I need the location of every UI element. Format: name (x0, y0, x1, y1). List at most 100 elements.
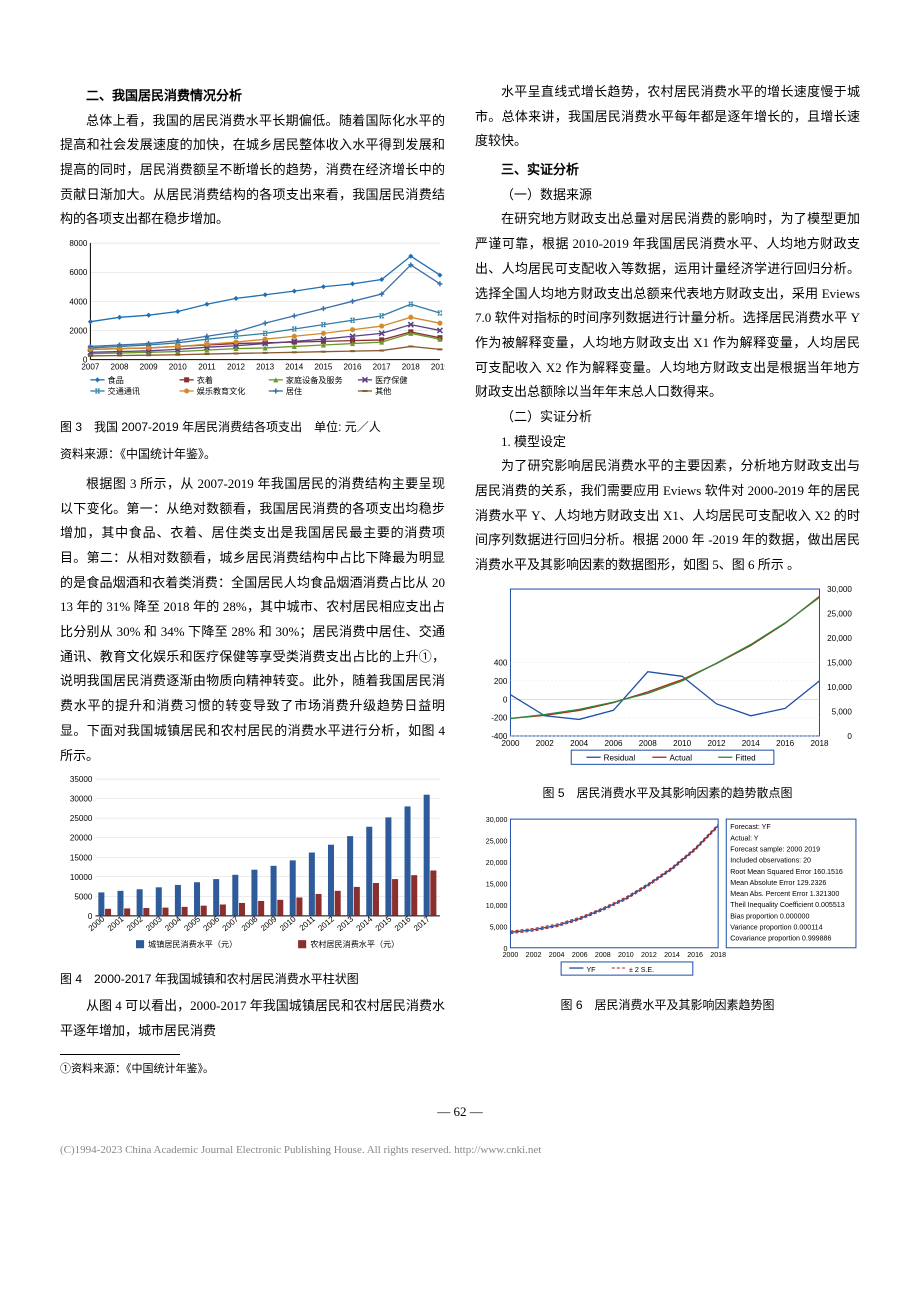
svg-text:Covariance proportion 0.999: Covariance proportion 0.999886 (730, 935, 831, 943)
svg-text:2010: 2010 (278, 914, 298, 933)
svg-text:2016: 2016 (687, 951, 703, 959)
svg-text:25,000: 25,000 (486, 838, 508, 846)
svg-text:医疗保健: 医疗保健 (375, 375, 407, 385)
svg-text:2002: 2002 (125, 914, 145, 933)
sub-3-3: 1. 模型设定 (475, 430, 860, 455)
svg-text:2005: 2005 (182, 914, 202, 933)
svg-text:2006: 2006 (604, 739, 623, 748)
svg-text:2018: 2018 (710, 951, 726, 959)
svg-text:2016: 2016 (776, 739, 795, 748)
sub-3-2: （二）实证分析 (475, 405, 860, 430)
svg-text:25000: 25000 (70, 814, 93, 823)
fig4-caption: 图 4 2000-2017 年我国城镇和农村居民消费水平柱状图 (60, 968, 445, 991)
svg-text:2001: 2001 (106, 914, 126, 933)
svg-text:2000: 2000 (501, 739, 520, 748)
svg-text:2008: 2008 (639, 739, 658, 748)
svg-text:2003: 2003 (144, 914, 164, 933)
svg-text:10,000: 10,000 (486, 902, 508, 910)
svg-text:2010: 2010 (673, 739, 692, 748)
svg-text:Theil Inequality Coefficient 0: Theil Inequality Coefficient 0.005513 (730, 901, 844, 909)
svg-text:2009: 2009 (259, 914, 279, 933)
svg-text:20000: 20000 (70, 834, 93, 843)
svg-text:30,000: 30,000 (486, 816, 508, 824)
svg-text:2012: 2012 (641, 951, 657, 959)
svg-text:15000: 15000 (70, 853, 93, 862)
svg-text:10000: 10000 (70, 873, 93, 882)
svg-text:5,000: 5,000 (490, 923, 508, 931)
svg-text:Actual: Y: Actual: Y (730, 834, 758, 842)
svg-text:Fitted: Fitted (735, 753, 755, 762)
figure-5: 05,00010,00015,00020,00025,00030,000-400… (475, 584, 860, 777)
svg-text:2010: 2010 (618, 951, 634, 959)
svg-text:城镇居民消费水平（元）: 城镇居民消费水平（元） (148, 939, 237, 949)
svg-text:6000: 6000 (69, 268, 88, 277)
svg-text:25,000: 25,000 (827, 609, 852, 618)
svg-text:2017: 2017 (373, 363, 392, 372)
svg-text:2014: 2014 (664, 951, 680, 959)
svg-text:± 2 S.E.: ± 2 S.E. (629, 966, 654, 974)
svg-text:30,000: 30,000 (827, 585, 852, 594)
svg-text:2004: 2004 (549, 951, 565, 959)
svg-text:10,000: 10,000 (827, 683, 852, 692)
svg-text:Forecast sample: 2000 2019: Forecast sample: 2000 2019 (730, 846, 820, 854)
svg-text:2014: 2014 (355, 914, 375, 933)
svg-text:200: 200 (494, 677, 508, 686)
svg-text:4000: 4000 (69, 297, 88, 306)
svg-text:农村居民消费水平（元）: 农村居民消费水平（元） (310, 939, 399, 949)
section-2-title: 二、我国居民消费情况分析 (60, 84, 445, 109)
svg-text:2012: 2012 (227, 363, 246, 372)
svg-text:2002: 2002 (536, 739, 555, 748)
svg-text:2011: 2011 (198, 363, 216, 372)
svg-text:2016: 2016 (344, 363, 363, 372)
right-p2: 在研究地方财政支出总量对居民消费的影响时，为了模型更加严谨可靠，根据 2010-… (475, 207, 860, 405)
section-3-title: 三、实证分析 (475, 158, 860, 183)
left-p1: 总体上看，我国的居民消费水平长期偏低。随着国际化水平的提高和社会发展速度的加快，… (60, 109, 445, 232)
svg-text:Included observations: 20: Included observations: 20 (730, 857, 811, 865)
svg-text:2016: 2016 (393, 914, 413, 933)
fig3-caption: 图 3 我国 2007-2019 年居民消费结各项支出 单位: 元／人 (60, 416, 445, 439)
figure-6: 05,00010,00015,00020,00025,00030,0002000… (475, 811, 860, 988)
fig5-caption: 图 5 居民消费水平及其影响因素的趋势散点图 (475, 782, 860, 805)
svg-text:2015: 2015 (314, 363, 333, 372)
svg-text:2007: 2007 (81, 363, 100, 372)
svg-text:Residual: Residual (604, 753, 636, 762)
svg-text:Mean Absolute Error 129: Mean Absolute Error 129.2326 (730, 879, 826, 887)
svg-text:20,000: 20,000 (827, 634, 852, 643)
svg-text:20,000: 20,000 (486, 859, 508, 867)
sub-3-1: （一）数据来源 (475, 183, 860, 208)
svg-text:Mean Abs. Percent Error 1.3: Mean Abs. Percent Error 1.321300 (730, 890, 839, 898)
svg-text:其他: 其他 (375, 386, 391, 396)
svg-text:2017: 2017 (412, 914, 432, 933)
svg-text:2014: 2014 (285, 363, 304, 372)
svg-text:Variance proportion 0.000: Variance proportion 0.000114 (730, 924, 822, 932)
svg-text:2000: 2000 (503, 951, 519, 959)
svg-text:2008: 2008 (595, 951, 611, 959)
fig6-caption: 图 6 居民消费水平及其影响因素趋势图 (475, 994, 860, 1017)
footnote-divider (60, 1054, 180, 1055)
svg-text:2007: 2007 (221, 914, 241, 933)
svg-text:-200: -200 (491, 713, 508, 722)
svg-text:400: 400 (494, 658, 508, 667)
svg-text:娱乐教育文化: 娱乐教育文化 (197, 386, 246, 396)
svg-text:0: 0 (503, 695, 508, 704)
svg-text:2000: 2000 (69, 327, 88, 336)
svg-text:15,000: 15,000 (486, 881, 508, 889)
svg-text:Actual: Actual (670, 753, 693, 762)
svg-text:2008: 2008 (111, 363, 130, 372)
svg-text:8000: 8000 (69, 239, 88, 248)
figure-4: 0500010000150002000025000300003500020002… (60, 774, 445, 961)
svg-text:2015: 2015 (374, 914, 394, 933)
svg-text:衣着: 衣着 (197, 375, 213, 385)
svg-text:2009: 2009 (140, 363, 159, 372)
svg-text:0: 0 (88, 912, 93, 921)
right-column: 水平呈直线式增长趋势，农村居民消费水平的增长速度慢于城市。总体来讲，我国居民消费… (475, 80, 860, 1080)
svg-text:Forecast: YF: Forecast: YF (730, 823, 771, 831)
left-column: 二、我国居民消费情况分析 总体上看，我国的居民消费水平长期偏低。随着国际化水平的… (60, 80, 445, 1080)
svg-text:15,000: 15,000 (827, 658, 852, 667)
right-p1: 水平呈直线式增长趋势，农村居民消费水平的增长速度慢于城市。总体来讲，我国居民消费… (475, 80, 860, 154)
figure-3: 0200040006000800020072008200920102011201… (60, 238, 445, 410)
svg-text:2018: 2018 (810, 739, 829, 748)
svg-text:2019: 2019 (431, 363, 445, 372)
svg-text:YF: YF (586, 966, 596, 974)
page-number: — 62 — (60, 1100, 860, 1125)
